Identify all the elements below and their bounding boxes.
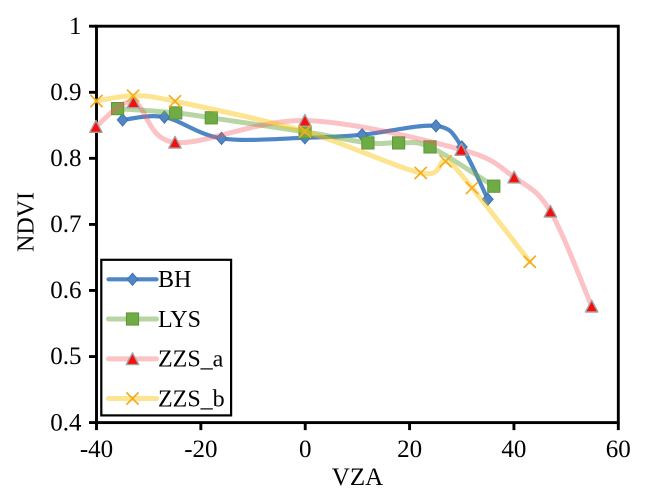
svg-text:VZA: VZA [332, 464, 383, 491]
svg-text:-20: -20 [184, 436, 217, 463]
svg-text:0.8: 0.8 [50, 145, 81, 172]
svg-text:60: 60 [606, 436, 631, 463]
svg-text:ZZS_a: ZZS_a [158, 347, 224, 373]
svg-text:BH: BH [158, 267, 191, 293]
svg-text:ZZS_b: ZZS_b [158, 386, 225, 412]
svg-text:0.7: 0.7 [50, 211, 81, 238]
svg-text:1: 1 [69, 13, 82, 40]
svg-text:NDVI: NDVI [14, 192, 40, 252]
svg-text:0: 0 [299, 436, 312, 463]
svg-text:40: 40 [501, 436, 526, 463]
svg-text:-40: -40 [80, 436, 113, 463]
svg-text:LYS: LYS [158, 307, 201, 333]
svg-text:0.6: 0.6 [50, 277, 81, 304]
svg-text:0.9: 0.9 [50, 79, 81, 106]
svg-text:20: 20 [397, 436, 422, 463]
svg-text:0.4: 0.4 [50, 409, 82, 436]
svg-text:0.5: 0.5 [50, 343, 81, 370]
